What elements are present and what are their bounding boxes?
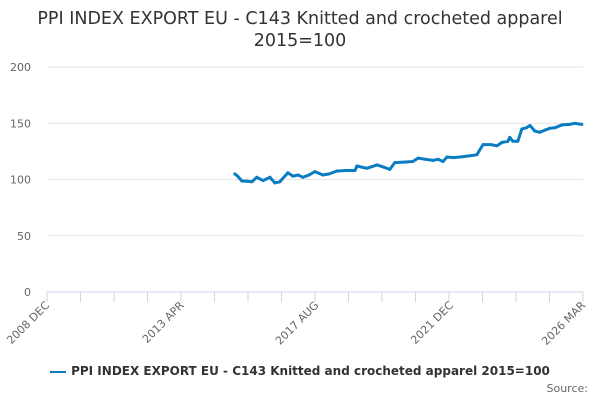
data-point: [296, 173, 300, 177]
data-point: [436, 157, 440, 161]
data-point: [511, 139, 515, 143]
data-point: [291, 174, 295, 178]
data-point: [568, 122, 572, 126]
data-point: [538, 130, 542, 134]
data-point: [255, 175, 259, 179]
data-point: [321, 173, 325, 177]
data-point: [424, 157, 428, 161]
data-point: [458, 155, 462, 159]
data-point: [548, 126, 552, 130]
data-point: [365, 166, 369, 170]
legend-series-symbol: [50, 370, 67, 373]
y-tick-label: 0: [24, 286, 31, 299]
data-point: [416, 156, 420, 160]
data-point: [520, 127, 524, 131]
data-point: [576, 122, 580, 126]
data-point: [475, 153, 479, 157]
data-point: [543, 128, 547, 132]
data-point: [382, 165, 386, 169]
data-point: [553, 126, 557, 130]
data-point: [402, 160, 406, 164]
data-point: [236, 174, 240, 178]
data-point: [353, 169, 357, 172]
data-point: [355, 164, 359, 168]
data-point: [388, 167, 392, 171]
data-point: [516, 139, 520, 143]
data-point: [233, 172, 237, 176]
data-point: [481, 143, 485, 147]
data-point: [313, 170, 317, 174]
data-point: [268, 175, 272, 179]
data-point: [500, 140, 504, 144]
data-point: [431, 158, 435, 162]
x-tick-label: 2017 AUG: [273, 299, 322, 348]
data-point: [327, 172, 331, 176]
x-tick-label: 2013 APR: [140, 299, 187, 346]
data-point: [441, 160, 445, 163]
data-point: [240, 179, 244, 183]
data-point: [525, 126, 529, 130]
data-point: [445, 155, 449, 159]
x-tick-label: 2026 MAR: [539, 299, 588, 348]
y-tick-label: 150: [10, 117, 31, 130]
data-point: [508, 135, 512, 139]
y-tick-label: 50: [17, 230, 31, 243]
data-point: [467, 154, 471, 158]
data-point: [261, 179, 265, 183]
data-point: [344, 169, 348, 172]
data-point: [393, 161, 397, 165]
y-tick-label: 200: [10, 61, 31, 74]
data-point: [286, 171, 290, 175]
data-point: [528, 124, 532, 127]
legend-label: PPI INDEX EXPORT EU - C143 Knitted and c…: [71, 364, 550, 378]
data-point: [301, 175, 305, 179]
data-point: [560, 123, 564, 127]
data-point: [573, 121, 577, 125]
y-tick-label: 100: [10, 174, 31, 187]
source-label: Source:: [546, 382, 589, 395]
data-point: [452, 156, 456, 160]
data-point: [335, 169, 339, 173]
data-point: [273, 181, 277, 185]
x-tick-label: 2021 DEC: [408, 299, 456, 347]
data-point: [506, 139, 510, 143]
data-point: [250, 180, 254, 184]
legend-item[interactable]: PPI INDEX EXPORT EU - C143 Knitted and c…: [0, 364, 600, 378]
data-point: [495, 144, 499, 148]
data-point: [278, 180, 282, 184]
x-tick-label: 2008 DEC: [4, 299, 52, 347]
series-line: [233, 121, 583, 185]
data-point: [307, 173, 311, 177]
data-point: [489, 143, 493, 147]
data-point: [533, 129, 537, 133]
data-point: [375, 163, 379, 167]
data-point: [245, 179, 249, 183]
data-point: [580, 122, 584, 126]
chart-title: PPI INDEX EXPORT EU - C143 Knitted and c…: [37, 9, 563, 51]
data-point: [411, 160, 415, 163]
